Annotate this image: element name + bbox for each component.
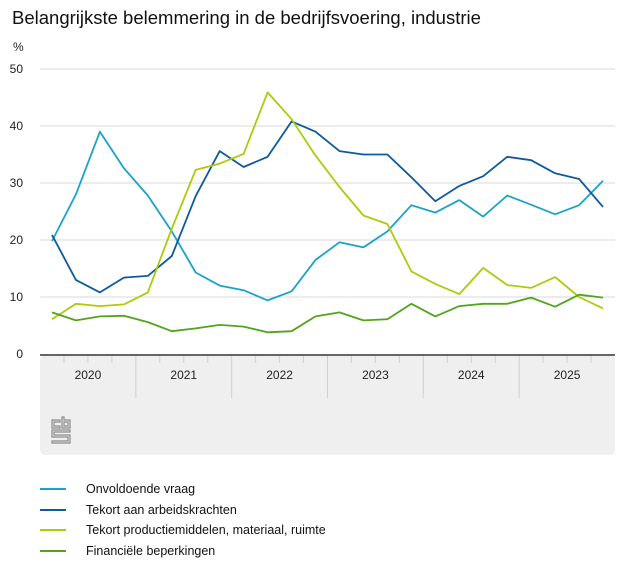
x-tick-label: 2020 (75, 368, 102, 382)
y-tick-label: 40 (10, 119, 24, 133)
legend-item[interactable]: Tekort aan arbeidskrachten (40, 500, 326, 521)
legend-swatch (40, 488, 66, 491)
x-axis-panel (40, 355, 615, 455)
y-tick-label: 30 (10, 176, 24, 190)
series-lines (51, 91, 604, 334)
x-tick-label: 2022 (266, 368, 293, 382)
legend-label: Financiële beperkingen (86, 543, 216, 558)
series-line-2 (51, 91, 604, 320)
y-tick-label: 10 (10, 290, 24, 304)
legend-swatch (40, 529, 66, 532)
series-line-3 (51, 293, 604, 334)
legend-item[interactable]: Financiële beperkingen (40, 541, 326, 562)
legend-label: Onvoldoende vraag (86, 482, 196, 497)
y-axis-unit-label: % (13, 40, 24, 54)
y-tick-label: 0 (16, 347, 23, 361)
legend-swatch (40, 508, 66, 511)
x-tick-label: 2024 (458, 368, 485, 382)
cbs-logo-icon (51, 416, 71, 449)
x-tick-label: 2023 (362, 368, 389, 382)
y-tick-label: 20 (10, 233, 24, 247)
x-axis: 2020 2021 2022 2023 2024 2025 (40, 354, 615, 398)
x-tick-label: 2021 (170, 368, 197, 382)
y-axis-ticks: 0 10 20 30 40 50 (10, 62, 24, 361)
gridlines (40, 68, 615, 298)
legend-item[interactable]: Tekort productiemiddelen, materiaal, rui… (40, 520, 326, 541)
legend-item[interactable]: Onvoldoende vraag (40, 479, 326, 500)
chart-title: Belangrijkste belemmering in de bedrijfs… (12, 7, 481, 28)
series-line-1 (51, 120, 604, 294)
legend: Onvoldoende vraag Tekort aan arbeidskrach… (40, 479, 326, 561)
x-tick-label: 2025 (554, 368, 581, 382)
y-tick-label: 50 (10, 62, 24, 76)
legend-swatch (40, 549, 66, 552)
series-line-0 (51, 130, 604, 302)
legend-label: Tekort aan arbeidskrachten (86, 502, 237, 517)
legend-label: Tekort productiemiddelen, materiaal, rui… (86, 523, 326, 538)
